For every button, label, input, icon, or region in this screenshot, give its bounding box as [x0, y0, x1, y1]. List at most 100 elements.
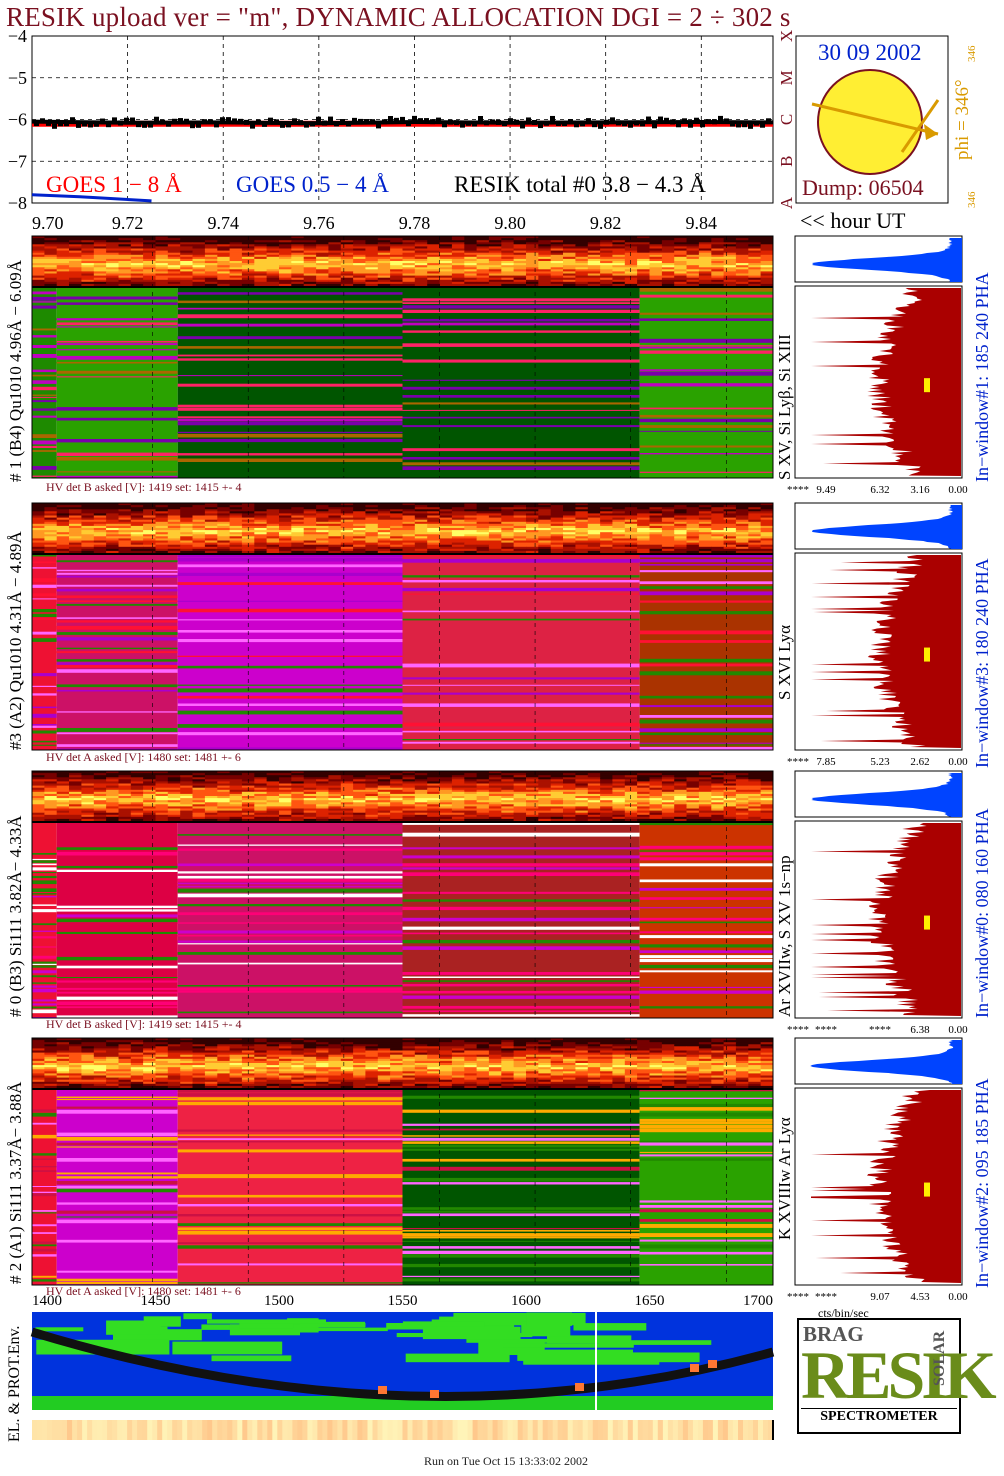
- heatmap-hot-cell: [538, 521, 552, 525]
- heatmap-hot-cell: [167, 279, 181, 283]
- heatmap-hot-cell: [291, 267, 305, 270]
- heatmap-hot-cell: [229, 773, 243, 776]
- heatmap-stripe: [56, 370, 178, 374]
- heatmap-hot-cell: [377, 796, 391, 799]
- heatmap-stripe: [177, 893, 403, 898]
- heatmap-hot-cell: [488, 532, 502, 535]
- heatmap-hot-cell: [402, 275, 416, 279]
- heatmap-stripe: [32, 567, 57, 569]
- heatmap-hot-cell: [674, 542, 687, 546]
- heatmap-hot-cell: [488, 267, 502, 270]
- heatmap-hot-cell: [32, 246, 45, 249]
- heatmap-hot-cell: [167, 236, 181, 239]
- heatmap-hot-cell: [526, 789, 539, 793]
- heatmap-hot-cell: [353, 263, 366, 266]
- heatmap-hot-cell: [661, 550, 675, 554]
- heatmap-stripe: [639, 879, 773, 883]
- heatmap-hot-cell: [377, 275, 391, 279]
- heatmap-hot-cell: [44, 250, 58, 254]
- heatmap-hot-cell: [192, 263, 206, 266]
- heatmap-hot-cell: [303, 250, 317, 254]
- heatmap-hot-cell: [526, 523, 539, 527]
- heatmap-hot-cell: [279, 787, 292, 791]
- heatmap-hot-cell: [624, 277, 638, 281]
- heatmap-hot-cell: [698, 530, 712, 533]
- heatmap-hot-cell: [93, 775, 107, 778]
- heatmap-hot-cell: [760, 238, 774, 241]
- heatmap-hot-cell: [303, 534, 317, 537]
- heatmap-hot-cell: [513, 781, 527, 784]
- resik-total-point: [40, 118, 45, 124]
- heatmap-stripe: [402, 926, 640, 930]
- heatmap-stripe: [402, 899, 640, 902]
- heatmap-hot-cell: [563, 267, 576, 270]
- heatmap-hot-cell: [538, 525, 552, 529]
- heatmap-hot-cell: [143, 258, 156, 262]
- heatmap-hot-cell: [229, 511, 243, 514]
- heatmap-hot-cell: [353, 546, 366, 550]
- heatmap-hot-cell: [167, 775, 181, 778]
- resik-total-point: [124, 117, 129, 123]
- heatmap-hot-cell: [118, 791, 132, 795]
- heatmap-hot-cell: [414, 812, 428, 816]
- heatmap-hot-cell: [637, 240, 650, 243]
- heatmap-hot-cell: [204, 542, 218, 546]
- heatmap-hot-cell: [575, 240, 589, 243]
- heatmap-hot-cell: [303, 525, 317, 529]
- heatmap-hot-cell: [439, 240, 453, 243]
- heatmap-hot-cell: [291, 511, 305, 514]
- resik-total-point: [328, 116, 333, 122]
- heatmap-hot-cell: [155, 277, 169, 281]
- heatmap-hot-cell: [291, 513, 305, 516]
- heatmap-hot-cell: [69, 246, 82, 249]
- heatmap-stripe: [402, 703, 640, 707]
- heatmap-hot-cell: [538, 798, 552, 801]
- heatmap-stripe: [639, 663, 773, 667]
- heatmap-hot-cell: [760, 806, 774, 809]
- heatmap-hot-cell: [649, 798, 663, 801]
- heatmap-stripe: [32, 466, 57, 470]
- heatmap-hot-cell: [340, 779, 354, 782]
- heatmap-hot-cell: [451, 240, 465, 243]
- heatmap-hot-cell: [316, 521, 329, 525]
- heatmap-stripe: [402, 677, 640, 680]
- heatmap-hot-cell: [698, 798, 712, 801]
- heatmap-stripe: [32, 369, 57, 373]
- heatmap-hot-cell: [686, 248, 700, 251]
- heatmap-hot-cell: [69, 269, 82, 272]
- heatmap-hot-cell: [427, 540, 440, 543]
- heatmap-hot-cell: [340, 791, 354, 795]
- heatmap-hot-cell: [451, 781, 465, 784]
- heatmap-segment: [177, 288, 403, 478]
- heatmap-hot-cell: [130, 781, 144, 784]
- heatmap-hot-cell: [649, 281, 663, 285]
- heatmap-hot-cell: [365, 515, 379, 518]
- heatmap-hot-cell: [44, 1040, 58, 1043]
- heatmap-hot-cell: [167, 806, 181, 809]
- heatmap-hot-cell: [365, 1040, 379, 1043]
- heatmap-hot-cell: [612, 781, 626, 784]
- heatmap-hot-cell: [637, 511, 650, 514]
- heatmap-hot-cell: [81, 534, 95, 537]
- heatmap-hot-cell: [155, 263, 169, 266]
- flare-class-letter: M: [777, 70, 796, 85]
- heatmap-hot-cell: [402, 787, 416, 791]
- heatmap-hot-cell: [32, 279, 45, 283]
- heatmap-hot-cell: [538, 781, 552, 784]
- heatmap-hot-cell: [711, 789, 725, 793]
- heatmap-stripe: [56, 965, 178, 969]
- heatmap-hot-cell: [340, 248, 354, 251]
- heatmap-hot-cell: [93, 777, 107, 780]
- heatmap-hot-cell: [279, 1040, 292, 1043]
- heatmap-hot-cell: [723, 242, 737, 245]
- heatmap-hot-cell: [340, 542, 354, 546]
- heatmap-hot-cell: [118, 509, 132, 512]
- heatmap-hot-cell: [204, 283, 218, 287]
- heatmap-hot-cell: [735, 503, 749, 506]
- heatmap-hot-cell: [303, 277, 317, 281]
- heatmap-hot-cell: [377, 804, 391, 807]
- resik-total-point: [766, 118, 771, 124]
- heatmap-hot-cell: [106, 800, 119, 803]
- heatmap-hot-cell: [155, 240, 169, 243]
- heatmap-hot-cell: [303, 238, 317, 241]
